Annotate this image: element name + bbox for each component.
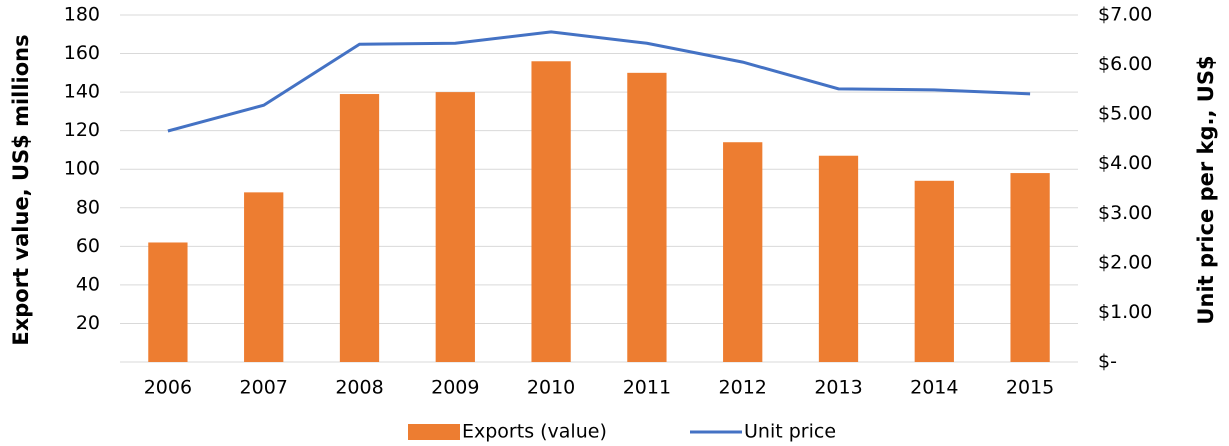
x-tick-label: 2008 (335, 377, 383, 399)
legend-swatch (408, 424, 460, 440)
y-tick-label: 80 (76, 196, 100, 218)
bar (627, 72, 667, 362)
bar (339, 94, 380, 363)
x-tick-label: 2014 (910, 377, 958, 399)
y2-axis-label: Unit price per kg., US$ (1194, 55, 1218, 324)
bar (148, 242, 188, 362)
legend-label: Unit price (744, 421, 836, 443)
x-tick-label: 2015 (1006, 377, 1054, 399)
legend-label: Exports (value) (462, 421, 607, 443)
x-tick-label: 2006 (144, 377, 192, 399)
y-tick-label: 20 (76, 312, 100, 334)
y-tick-label: 160 (64, 42, 100, 64)
y2-tick-label: $7.00 (1098, 4, 1152, 26)
bar (723, 142, 763, 362)
y2-tick-label: $4.00 (1098, 152, 1152, 174)
y-tick-label: 60 (76, 235, 100, 257)
x-tick-label: 2012 (719, 377, 767, 399)
line (167, 30, 1031, 133)
y-tick-label: 180 (64, 4, 100, 26)
y-tick-label: 140 (64, 81, 100, 103)
y-tick-label: 40 (76, 273, 100, 295)
y-axis-label: Export value, US$ millions (9, 34, 33, 345)
y2-tick-label: $2.00 (1098, 251, 1152, 273)
bar (914, 180, 954, 362)
y2-tick-label: $5.00 (1098, 103, 1152, 125)
bar (818, 155, 859, 362)
y2-tick-label: $1.00 (1098, 301, 1152, 323)
x-tick-label: 2007 (240, 377, 288, 399)
bar (244, 192, 284, 362)
y-tick-label: 120 (64, 119, 100, 141)
x-tick-label: 2009 (431, 377, 479, 399)
y2-tick-label: $3.00 (1098, 202, 1152, 224)
y-tick-label: 100 (64, 158, 100, 180)
x-tick-label: 2011 (623, 377, 671, 399)
y2-tick-label: $- (1098, 351, 1117, 373)
x-tick-label: 2010 (527, 377, 575, 399)
bar (435, 92, 475, 362)
x-tick-label: 2013 (814, 377, 862, 399)
y2-tick-label: $6.00 (1098, 53, 1152, 75)
bar (531, 61, 571, 363)
bar (1010, 173, 1050, 362)
